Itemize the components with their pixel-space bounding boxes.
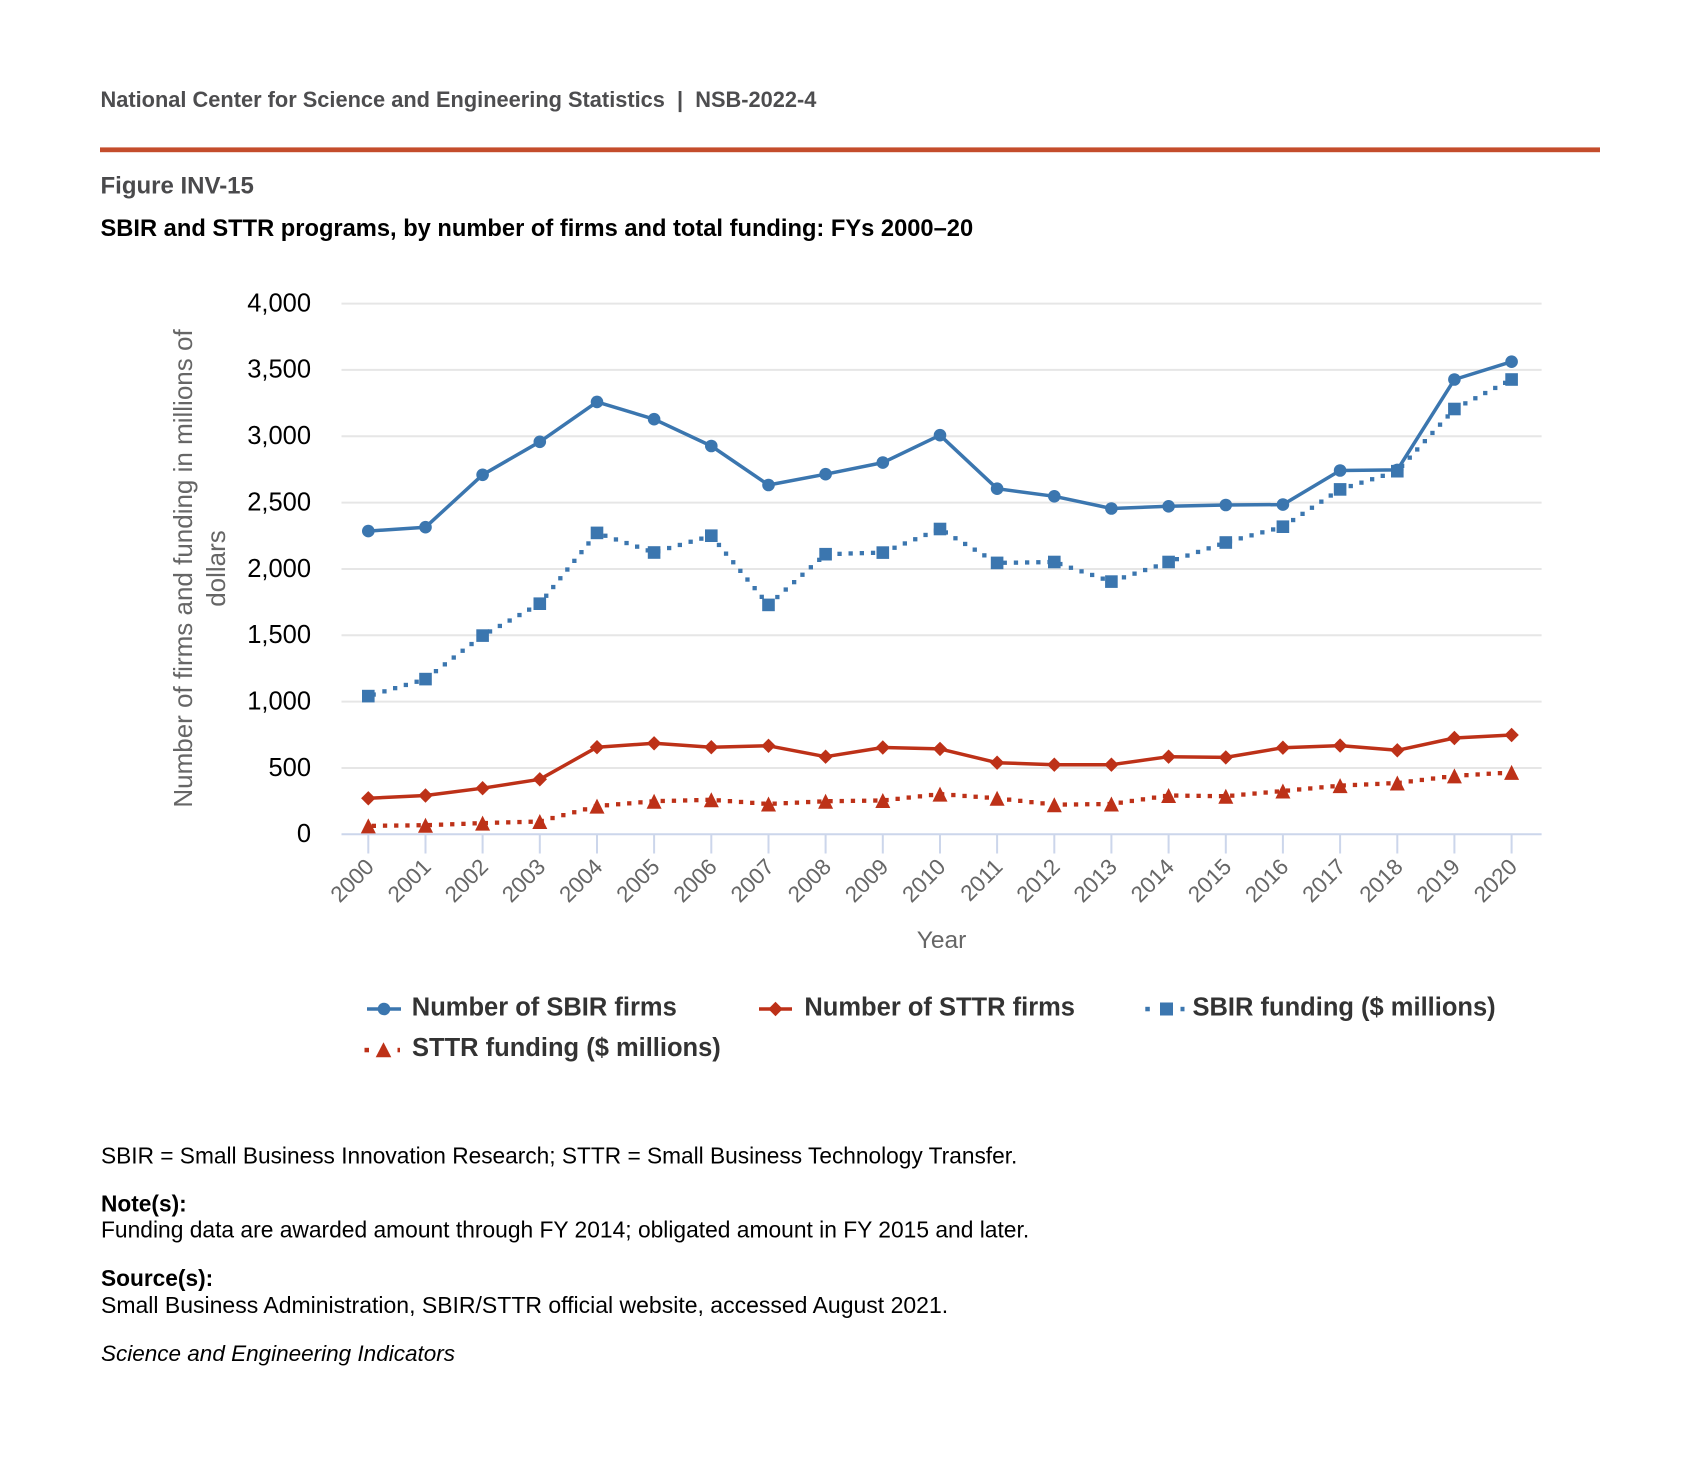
svg-text:SBIR and STTR programs, by num: SBIR and STTR programs, by number of fir… (101, 216, 974, 242)
svg-text:4,000: 4,000 (247, 289, 311, 317)
svg-text:Small Business Administration,: Small Business Administration, SBIR/STTR… (101, 1292, 948, 1318)
svg-text:STTR funding ($ millions): STTR funding ($ millions) (412, 1034, 721, 1062)
svg-text:0: 0 (297, 820, 311, 848)
svg-text:2,500: 2,500 (247, 488, 311, 516)
svg-text:Year: Year (917, 927, 967, 954)
svg-text:1,500: 1,500 (247, 621, 311, 649)
svg-text:dollars: dollars (201, 530, 231, 607)
svg-text:SBIR = Small Business Innovati: SBIR = Small Business Innovation Researc… (101, 1143, 1017, 1169)
svg-text:Science and Engineering Indica: Science and Engineering Indicators (101, 1341, 455, 1366)
svg-text:Number of SBIR firms: Number of SBIR firms (412, 994, 677, 1022)
svg-text:500: 500 (268, 754, 311, 782)
svg-text:2,000: 2,000 (247, 555, 311, 583)
svg-text:1,000: 1,000 (247, 687, 311, 715)
svg-text:Note(s):: Note(s): (101, 1190, 187, 1216)
svg-text:Figure INV-15: Figure INV-15 (101, 173, 254, 200)
svg-text:SBIR funding ($ millions): SBIR funding ($ millions) (1193, 994, 1496, 1022)
svg-text:National Center for Science an: National Center for Science and Engineer… (101, 87, 817, 112)
svg-text:3,500: 3,500 (247, 356, 311, 384)
svg-text:3,000: 3,000 (247, 422, 311, 450)
svg-text:Source(s):: Source(s): (101, 1265, 213, 1291)
svg-text:Funding data are awarded amoun: Funding data are awarded amount through … (101, 1216, 1029, 1242)
svg-text:Number of firms and funding in: Number of firms and funding in millions … (168, 329, 198, 808)
svg-text:Number of STTR firms: Number of STTR firms (804, 994, 1075, 1022)
